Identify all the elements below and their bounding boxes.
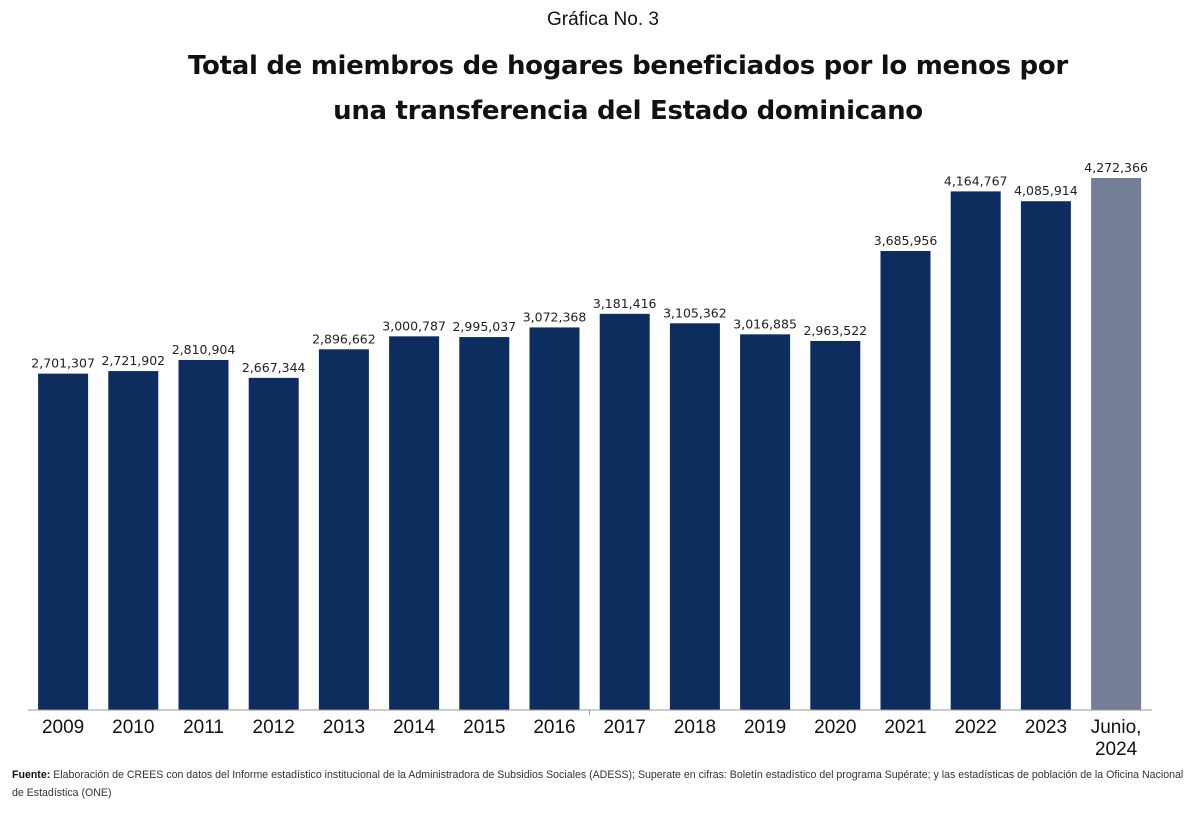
x-tick-label-10: 2019 (744, 717, 786, 738)
data-label-11: 2,963,522 (803, 323, 867, 338)
bar-11 (810, 340, 861, 710)
data-label-1: 2,721,902 (101, 353, 165, 368)
data-label-4: 2,896,662 (312, 331, 376, 346)
x-tick-label-4: 2013 (323, 717, 365, 738)
bar-15 (1091, 178, 1142, 710)
bar-13 (950, 191, 1001, 711)
x-tick-label-5: 2014 (393, 717, 436, 738)
bar-4 (318, 349, 369, 710)
chart-title-line-2: una transferencia del Estado dominicano (333, 96, 923, 126)
data-label-15: 4,272,366 (1084, 160, 1148, 175)
data-label-0: 2,701,307 (31, 356, 95, 371)
x-tick-label-0: 2009 (42, 717, 84, 738)
x-tick-label-2: 2011 (183, 717, 224, 738)
data-label-6: 2,995,037 (452, 319, 516, 334)
x-tick-label-9: 2018 (674, 717, 716, 738)
bar-9 (669, 323, 720, 710)
data-label-2: 2,810,904 (172, 342, 236, 357)
bar-10 (740, 334, 791, 710)
data-label-7: 3,072,368 (523, 309, 587, 324)
x-tick-label-3: 2012 (253, 717, 295, 738)
source-footnote: Fuente: Elaboración de CREES con datos d… (12, 766, 1196, 802)
x-tick-label-12: 2021 (884, 717, 926, 738)
x-tick-label-1: 2010 (112, 717, 154, 738)
source-footnote-label: Fuente: (12, 769, 51, 781)
x-tick-label-11: 2020 (814, 717, 856, 738)
data-label-10: 3,016,885 (733, 316, 797, 331)
data-label-13: 4,164,767 (944, 173, 1008, 188)
bar-1 (108, 371, 159, 710)
source-footnote-text: Elaboración de CREES con datos del Infor… (12, 769, 1184, 799)
data-label-9: 3,105,362 (663, 305, 727, 320)
x-tick-label-13: 2022 (955, 717, 997, 738)
bar-2 (178, 359, 229, 710)
chart-title: Total de miembros de hogares beneficiado… (0, 44, 1200, 134)
bar-0 (38, 373, 89, 710)
data-label-8: 3,181,416 (593, 296, 657, 311)
data-label-5: 3,000,787 (382, 318, 446, 333)
bar-8 (599, 313, 650, 710)
x-tick-label-15: Junio, 2024 (1091, 717, 1142, 760)
data-label-14: 4,085,914 (1014, 183, 1078, 198)
bar-5 (389, 336, 440, 710)
bar-7 (529, 327, 580, 710)
chart-caption: Gráfica No. 3 (547, 9, 659, 30)
x-tick-label-6: 2015 (463, 717, 505, 738)
data-label-3: 2,667,344 (242, 360, 306, 375)
bar-3 (248, 377, 299, 710)
chart-title-line-1: Total de miembros de hogares beneficiado… (188, 51, 1068, 81)
x-tick-label-8: 2017 (604, 717, 646, 738)
bar-12 (880, 251, 931, 711)
bar-14 (1020, 201, 1071, 710)
x-tick-label-7: 2016 (533, 717, 575, 738)
data-label-12: 3,685,956 (874, 233, 938, 248)
bar-6 (459, 337, 510, 710)
x-tick-label-14: 2023 (1025, 717, 1067, 738)
